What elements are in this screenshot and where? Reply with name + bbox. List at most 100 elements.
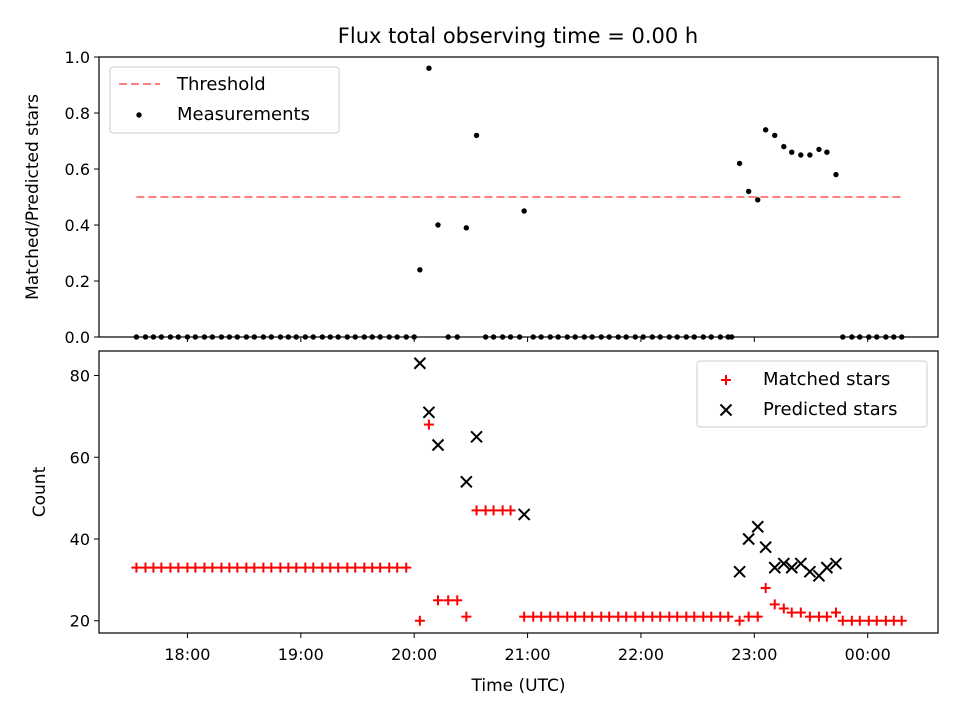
matched-star-point — [131, 562, 142, 573]
matched-star-point — [804, 611, 815, 622]
top-axes-frame — [98, 56, 939, 338]
matched-star-point — [333, 562, 344, 573]
matched-star-point — [896, 615, 907, 626]
legend-box — [109, 66, 340, 134]
matched-star-point — [689, 611, 700, 622]
y-tick-label: 40 — [70, 530, 90, 549]
matched-star-point — [752, 611, 763, 622]
predicted-star-point — [470, 430, 483, 444]
matched-star-point — [795, 607, 806, 618]
measurement-point — [781, 143, 787, 150]
matched-star-point — [452, 595, 463, 606]
y-axis-label: Matched/Predicted stars — [23, 94, 43, 300]
legend-measurements-swatch — [136, 112, 142, 118]
x-tick-label: 23:00 — [731, 645, 777, 664]
matched-star-point — [672, 611, 683, 622]
matched-star-point — [638, 611, 649, 622]
measurement-point — [824, 149, 830, 155]
predicted-star-point — [820, 561, 834, 574]
legend-threshold-label: Threshold — [176, 74, 266, 95]
predicted-star-point — [768, 561, 781, 574]
predicted-star-point — [742, 532, 755, 546]
matched-star-point — [769, 599, 780, 610]
predicted-star-point — [829, 557, 843, 570]
measurement-point — [772, 132, 778, 139]
matched-star-point — [249, 562, 260, 573]
matched-star-point — [743, 611, 754, 622]
legend-box — [696, 360, 928, 428]
matched-star-point — [207, 562, 218, 573]
x-tick-label: 21:00 — [505, 645, 551, 664]
y-tick-label: 20 — [70, 612, 90, 631]
predicted-star-point — [517, 508, 531, 521]
legend-measurements-label: Measurements — [177, 104, 310, 125]
matched-star-point — [778, 603, 789, 614]
matched-star-point — [461, 611, 472, 622]
measurement-point — [521, 208, 527, 214]
x-tick-label: 00:00 — [845, 645, 891, 664]
predicted-star-point — [751, 520, 764, 533]
measurement-point — [833, 171, 839, 178]
matched-star-point — [604, 611, 615, 622]
measurement-point — [816, 146, 822, 153]
measurement-point — [417, 267, 423, 273]
measurement-point — [745, 188, 752, 195]
measurement-point — [798, 152, 804, 158]
matched-star-point — [830, 607, 841, 618]
matched-star-point — [423, 419, 434, 430]
matched-star-point — [760, 583, 771, 594]
bottom-axes-frame — [98, 350, 939, 634]
matched-star-point — [414, 615, 425, 626]
measurement-point — [426, 65, 432, 71]
panel-count: 20 40 60 80 18:00 19:00 20:00 21:00 22:00 23:00 00… — [30, 350, 939, 696]
y-tick-label: 0.4 — [65, 216, 90, 235]
predicted-star-point — [733, 565, 746, 578]
matched-star-point — [706, 611, 717, 622]
matched-star-point — [837, 615, 848, 626]
x-tick-label: 22:00 — [618, 645, 664, 664]
matched-star-point — [871, 615, 882, 626]
matched-star-point — [570, 611, 581, 622]
x-tick-label: 18:00 — [164, 645, 210, 664]
matched-star-point — [854, 615, 865, 626]
y-tick-label: 60 — [70, 448, 90, 467]
x-tick-label: 20:00 — [391, 645, 437, 664]
matched-star-point — [375, 562, 386, 573]
y-tick-label: 1.0 — [65, 48, 90, 67]
matched-star-point — [308, 562, 319, 573]
matched-star-point — [734, 615, 745, 626]
matched-star-point — [173, 562, 184, 573]
predicted-star-point — [777, 557, 791, 570]
matched-star-point — [350, 562, 361, 573]
predicted-star-point — [431, 438, 445, 452]
predicted-star-point — [460, 475, 473, 488]
panel-ratio: 0.0 0.2 0.4 0.6 0.8 1.0 Matched/Predicted star… — [23, 48, 939, 347]
matched-star-point — [723, 611, 734, 622]
matched-star-point — [621, 611, 632, 622]
measurement-point — [463, 225, 470, 231]
matched-star-point — [401, 562, 412, 573]
y-axis-label: Count — [30, 466, 50, 517]
predicted-star-point — [803, 565, 817, 578]
measurement-point — [807, 152, 813, 158]
y-tick-label: 80 — [70, 367, 90, 386]
measurement-point — [435, 222, 441, 228]
matched-star-point — [519, 611, 530, 622]
measurement-point — [755, 197, 761, 203]
legend-matched-swatch — [721, 375, 731, 385]
matched-star-point — [392, 562, 403, 573]
measurement-point — [762, 127, 769, 133]
matched-star-point — [156, 562, 167, 573]
predicted-star-point — [422, 406, 436, 419]
matched-star-point — [536, 611, 547, 622]
matched-star-point — [655, 611, 666, 622]
matched-star-point — [786, 607, 797, 618]
x-tick-label: 19:00 — [278, 645, 324, 664]
legend-predicted-swatch — [719, 403, 733, 417]
legend-matched-label: Matched stars — [763, 369, 890, 390]
matched-star-point — [471, 505, 482, 516]
legend-predicted-label: Predicted stars — [763, 399, 897, 420]
measurement-point — [473, 132, 480, 139]
y-tick-label: 0.6 — [65, 160, 90, 179]
matched-star-point — [821, 611, 832, 622]
